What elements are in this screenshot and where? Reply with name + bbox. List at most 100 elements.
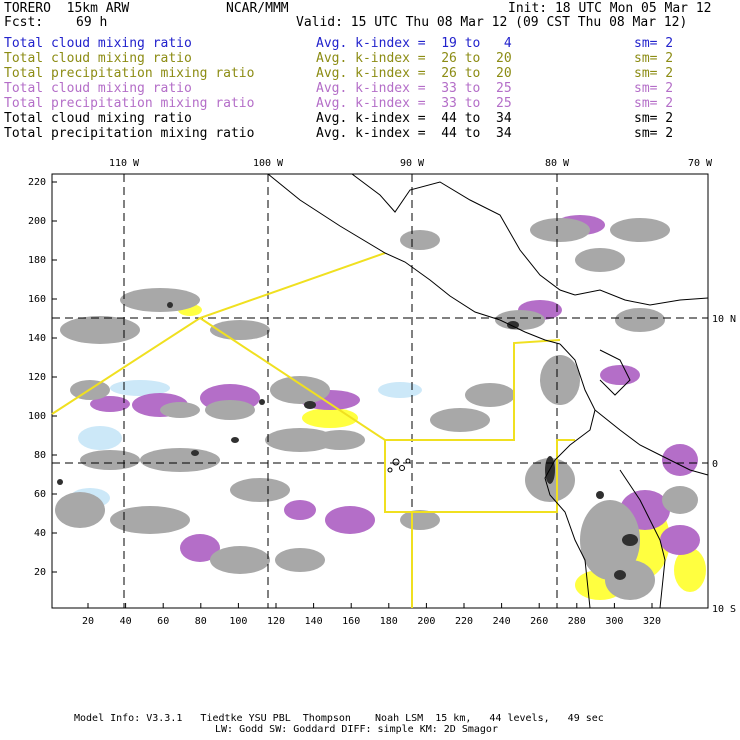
cloud-gray-area: [160, 402, 200, 418]
cloud-gray-area: [580, 500, 640, 580]
left-axis-label: 100: [28, 411, 46, 422]
legend-row-sm: sm= 2: [634, 126, 674, 141]
legend-row-kindex: Avg. k-index = 44 to 34: [316, 111, 512, 126]
cloud-gray-area: [662, 486, 698, 514]
bottom-axis-label: 160: [342, 616, 360, 627]
legend-row-kindex: Avg. k-index = 26 to 20: [316, 51, 512, 66]
precip-purple-area: [325, 506, 375, 534]
cloud-gray-area: [530, 218, 590, 242]
bottom-axis-label: 180: [380, 616, 398, 627]
cloud-dark-core: [167, 302, 173, 308]
coastline-south-america: [544, 343, 596, 609]
bottom-axis-label: 320: [643, 616, 661, 627]
bottom-axis-label: 200: [417, 616, 435, 627]
legend-row-sm: sm= 2: [634, 36, 674, 51]
boundary-line-mid: [199, 317, 561, 441]
legend-row-sm: sm= 2: [634, 51, 674, 66]
border-peru: [619, 469, 666, 609]
precip-field-layer: [55, 215, 706, 600]
coastline-central-america: [267, 173, 561, 345]
legend-row-kindex: Avg. k-index = 26 to 20: [316, 66, 512, 81]
left-axis-label: 200: [28, 216, 46, 227]
legend-row-kindex: Avg. k-index = 44 to 34: [316, 126, 512, 141]
cloud-gray-area: [615, 308, 665, 332]
cloud-dark-core: [304, 401, 316, 409]
legend-row-field: Total precipitation mixing ratio: [4, 66, 255, 81]
cloud-gray-area: [210, 546, 270, 574]
legend-row-field: Total cloud mixing ratio: [4, 36, 192, 51]
precip-purple-area: [90, 396, 130, 412]
cloud-dark-core: [259, 399, 265, 405]
cloud-gray-area: [230, 478, 290, 502]
cloud-gray-area: [495, 310, 545, 330]
cloud-gray-area: [205, 400, 255, 420]
cloud-light-area: [378, 382, 422, 398]
cloud-gray-area: [315, 430, 365, 450]
cloud-gray-area: [275, 548, 325, 572]
legend-row-sm: sm= 2: [634, 96, 674, 111]
legend-row-sm: sm= 2: [634, 66, 674, 81]
bottom-axis-label: 60: [157, 616, 169, 627]
galapagos-islands: [387, 458, 411, 473]
legend-row-sm: sm= 2: [634, 111, 674, 126]
forecast-label: Fcst:: [4, 15, 44, 30]
legend-row-field: Total precipitation mixing ratio: [4, 96, 255, 111]
precip-purple-area: [662, 444, 698, 476]
cloud-dark-core: [507, 321, 519, 329]
bottom-axis-label: 80: [195, 616, 207, 627]
left-axis-label: 60: [34, 489, 46, 500]
cloud-gray-area: [265, 428, 335, 452]
precip-purple-area: [660, 525, 700, 555]
right-axis-label: 10 N: [712, 314, 736, 325]
cloud-dark-core: [191, 450, 199, 456]
bottom-axis-label: 40: [120, 616, 132, 627]
top-axis-label: 70 W: [688, 158, 713, 169]
legend-row-field: Total precipitation mixing ratio: [4, 126, 255, 141]
cloud-gray-area: [400, 230, 440, 250]
precip-yellow-area: [674, 548, 706, 592]
precip-yellow-area: [302, 408, 358, 428]
top-axis-label: 90 W: [400, 158, 425, 169]
bottom-axis-label: 260: [530, 616, 548, 627]
cloud-gray-area: [540, 355, 580, 405]
cloud-dark-core: [622, 534, 638, 546]
precip-purple-area: [284, 500, 316, 520]
bottom-axis-label: 300: [605, 616, 623, 627]
right-axis-label: 0: [712, 459, 718, 470]
bottom-axis-label: 120: [267, 616, 285, 627]
left-axis-label: 40: [34, 528, 46, 539]
cloud-light-area: [110, 380, 170, 396]
bottom-axis-label: 140: [305, 616, 323, 627]
bottom-axis-label: 240: [493, 616, 511, 627]
top-axis-label: 110 W: [109, 158, 140, 169]
border-andes: [594, 409, 709, 476]
coastline-caribbean: [351, 173, 576, 296]
coastlines: [267, 173, 709, 609]
cloud-gray-area: [55, 492, 105, 528]
org-label: NCAR/MMM: [226, 1, 289, 16]
legend-row-field: Total cloud mixing ratio: [4, 111, 192, 126]
bottom-axis-label: 220: [455, 616, 473, 627]
precip-purple-area: [180, 534, 220, 562]
left-axis-label: 220: [28, 177, 46, 188]
lat-lon-grid: [52, 174, 708, 608]
boundary-lines: [51, 252, 575, 608]
map-frame: [51, 173, 709, 609]
left-axis-label: 140: [28, 333, 46, 344]
precip-purple-area: [600, 365, 640, 385]
valid-time: Valid: 15 UTC Thu 08 Mar 12 (09 CST Thu …: [296, 15, 688, 30]
top-axis-label: 100 W: [253, 158, 284, 169]
left-axis-label: 180: [28, 255, 46, 266]
init-time: Init: 18 UTC Mon 05 Mar 12: [508, 1, 712, 16]
model-info-line1: Model Info: V3.3.1 Tiedtke YSU PBL Thomp…: [74, 713, 604, 724]
cloud-light-area: [78, 426, 122, 450]
bottom-axis-label: 100: [229, 616, 247, 627]
coastline-north-sa: [574, 289, 709, 306]
left-axis-label: 20: [34, 567, 46, 578]
legend-row-field: Total cloud mixing ratio: [4, 51, 192, 66]
legend-row-kindex: Avg. k-index = 33 to 25: [316, 81, 512, 96]
cloud-dark-core: [614, 570, 626, 580]
boundary-line-box: [384, 439, 575, 513]
cloud-gray-area: [60, 316, 140, 344]
